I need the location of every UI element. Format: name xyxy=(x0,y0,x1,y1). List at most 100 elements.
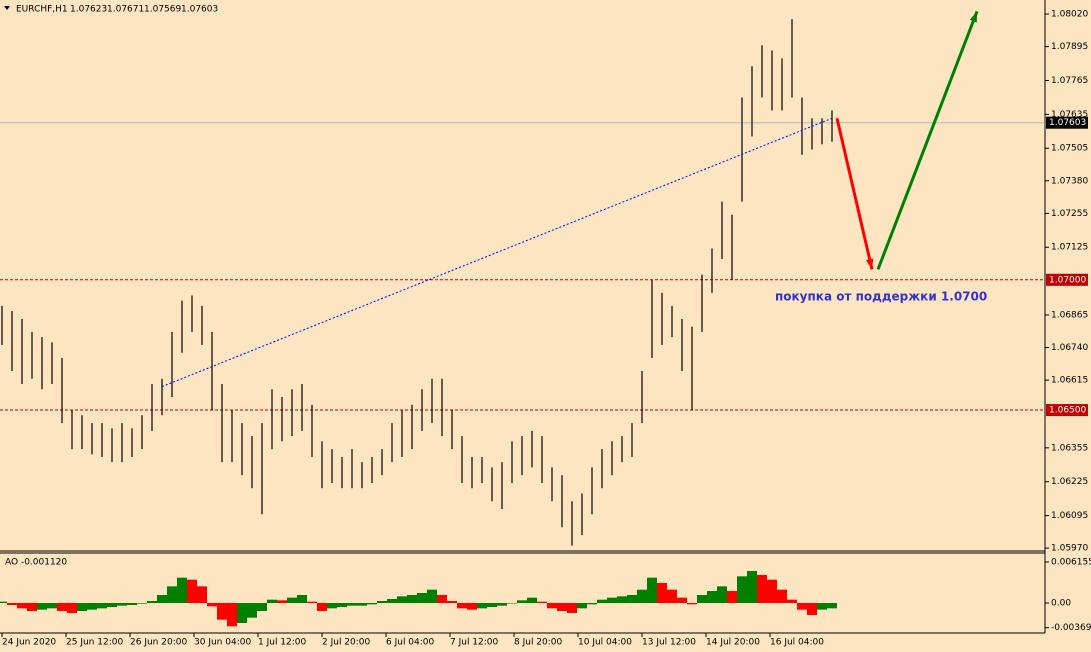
ao-bar xyxy=(407,595,417,603)
ao-bar xyxy=(47,603,57,609)
ao-bar xyxy=(357,603,367,606)
ao-bar xyxy=(117,603,127,606)
y-tick-label: 1.07125 xyxy=(1051,243,1088,253)
ao-bar xyxy=(87,603,97,610)
current-price-box xyxy=(1046,116,1088,129)
y-tick-label: 1.07635 xyxy=(1051,110,1088,120)
ao-bar xyxy=(387,599,397,603)
ao-bar xyxy=(177,577,187,603)
ao-bar xyxy=(807,603,817,615)
y-tick-label: -0.003697 xyxy=(1051,623,1091,633)
ao-bar xyxy=(547,603,557,609)
ao-bar xyxy=(657,583,667,603)
ao-bar xyxy=(97,603,107,609)
x-tick-label: 26 Jun 20:00 xyxy=(130,638,187,648)
ao-bar xyxy=(777,589,787,603)
ao-bar xyxy=(77,603,87,611)
arrow xyxy=(835,117,874,270)
x-tick-label: 14 Jul 20:00 xyxy=(706,638,760,648)
ohlc-low: 1.07569 xyxy=(144,5,181,15)
ao-bar xyxy=(667,589,677,603)
ao-bar xyxy=(137,603,147,604)
ao-bar xyxy=(337,603,347,607)
ao-bar xyxy=(287,597,297,603)
ao-bar xyxy=(227,603,237,627)
ao-bar xyxy=(597,599,607,603)
ao-bar xyxy=(827,603,837,609)
ao-bar xyxy=(197,586,207,603)
ao-bar xyxy=(247,603,257,618)
ao-bar xyxy=(147,601,157,603)
x-tick-label: 13 Jul 12:00 xyxy=(642,638,696,648)
level-label-box xyxy=(1046,273,1088,286)
ao-bar xyxy=(67,603,77,613)
ao-bar xyxy=(157,595,167,603)
level-label: 1.06500 xyxy=(1049,406,1086,416)
ao-bar xyxy=(567,603,577,613)
ao-bar xyxy=(747,571,757,603)
ao-bar xyxy=(587,603,597,605)
ao-bar xyxy=(217,603,227,620)
y-tick-label: 1.06615 xyxy=(1051,376,1088,386)
ao-bar xyxy=(477,603,487,609)
ao-bar xyxy=(677,597,687,603)
ao-bar xyxy=(527,597,537,603)
ao-bar xyxy=(617,596,627,603)
indicator-title: AO -0.001120 xyxy=(5,558,67,568)
ao-bar xyxy=(517,600,527,603)
y-tick-label: 1.07765 xyxy=(1051,76,1088,86)
ao-bar xyxy=(767,579,777,603)
ao-bar xyxy=(27,603,37,611)
ao-bar xyxy=(417,593,427,603)
ao-bar xyxy=(607,597,617,603)
ao-bar xyxy=(707,591,717,603)
ao-bar xyxy=(0,601,7,603)
x-tick-label: 16 Jul 04:00 xyxy=(770,638,824,648)
y-tick-label: 1.07255 xyxy=(1051,209,1088,219)
ao-bar xyxy=(187,579,197,603)
arrow xyxy=(876,10,979,270)
y-tick-label: 1.06095 xyxy=(1051,511,1088,521)
trendline xyxy=(161,117,833,388)
ao-bar xyxy=(107,603,117,607)
ao-bar xyxy=(437,595,447,603)
y-tick-label: 1.07895 xyxy=(1051,42,1088,52)
ao-bar xyxy=(297,595,307,603)
ao-bar xyxy=(637,589,647,603)
y-tick-label: 1.06225 xyxy=(1051,477,1088,487)
ao-bar xyxy=(447,601,457,603)
menu-triangle[interactable] xyxy=(4,6,10,10)
ao-bar xyxy=(457,603,467,609)
ao-bar xyxy=(37,603,47,610)
ao-bar xyxy=(57,603,67,611)
symbol: EURCHF,H1 xyxy=(16,5,68,15)
y-tick-label: 1.06355 xyxy=(1051,443,1088,453)
ohlc-open: 1.07623 xyxy=(70,5,107,15)
ao-bar xyxy=(327,603,337,609)
x-tick-label: 10 Jul 04:00 xyxy=(578,638,632,648)
level-label-box xyxy=(1046,404,1088,417)
ao-bar xyxy=(497,603,507,606)
ao-bar xyxy=(277,600,287,603)
x-tick-label: 6 Jul 04:00 xyxy=(386,638,435,648)
x-tick-label: 24 Jun 2020 xyxy=(2,638,56,648)
ao-bar xyxy=(17,603,27,609)
ao-bar xyxy=(257,603,267,611)
y-tick-label: 0.00 xyxy=(1051,599,1071,609)
ao-bar xyxy=(167,586,177,603)
y-tick-label: 0.006155 xyxy=(1051,557,1091,567)
y-tick-label: 1.07505 xyxy=(1051,144,1088,154)
ao-bar xyxy=(347,603,357,606)
ao-bar xyxy=(817,603,827,610)
ao-bar xyxy=(487,603,497,607)
y-tick-label: 1.06740 xyxy=(1051,343,1088,353)
x-tick-label: 25 Jun 12:00 xyxy=(66,638,123,648)
ao-bar xyxy=(7,603,17,605)
ao-bar xyxy=(687,603,697,605)
ao-bar xyxy=(577,603,587,609)
ao-bar xyxy=(787,599,797,603)
ao-bar xyxy=(647,577,657,603)
arrow-head xyxy=(969,11,977,23)
ao-bar xyxy=(697,595,707,603)
annotation: покупка от поддержки 1.0700 xyxy=(775,290,987,304)
